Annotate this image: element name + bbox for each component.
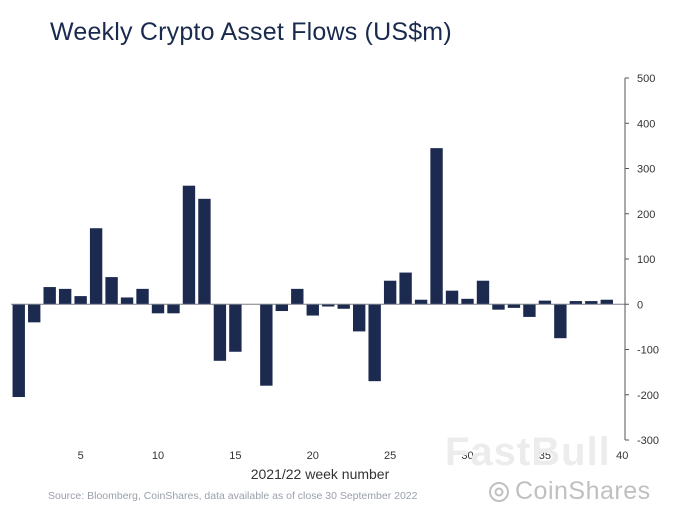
bar-week-33 [507, 304, 521, 308]
bar-week-18 [275, 304, 288, 312]
bar-week-6 [89, 228, 103, 305]
x-axis: 5 10 15 20 25 30 35 40 [78, 450, 629, 462]
y-tick-label: 0 [637, 299, 643, 311]
bar-week-29 [445, 290, 459, 305]
bar-week-7 [105, 277, 118, 305]
bar-week-25 [383, 280, 397, 305]
x-tick-label: 25 [384, 450, 396, 462]
bar-week-22 [337, 304, 350, 309]
bar-week-27 [414, 299, 428, 305]
bar-week-32 [492, 304, 505, 310]
bar-week-26 [399, 272, 412, 305]
y-tick-label: 200 [637, 209, 655, 221]
source-note: Source: Bloomberg, CoinShares, data avai… [48, 490, 418, 502]
bar-week-20 [306, 304, 319, 316]
bar-week-38 [585, 301, 598, 305]
y-tick-label: 400 [637, 118, 655, 130]
x-tick-label: 30 [461, 450, 473, 462]
bar-week-24 [368, 304, 381, 382]
y-tick-label: 300 [637, 164, 655, 176]
chart-title: Weekly Crypto Asset Flows (US$m) [50, 18, 452, 46]
coinshares-logo-icon [489, 481, 509, 502]
x-tick-label: 5 [78, 450, 84, 462]
y-tick-label: -100 [637, 345, 659, 357]
bars-group [12, 148, 613, 398]
bar-week-28 [430, 148, 443, 305]
y-tick-label: 500 [637, 73, 655, 85]
bar-week-2 [28, 304, 41, 323]
watermark: FastBull [445, 430, 611, 474]
y-tick-label: -300 [637, 435, 659, 447]
bar-week-23 [353, 304, 366, 332]
y-tick-label: -200 [637, 390, 659, 402]
bar-week-30 [461, 298, 474, 305]
bar-week-19 [291, 288, 304, 305]
bar-week-8 [120, 297, 134, 305]
bar-week-4 [58, 288, 72, 305]
bar-week-11 [167, 304, 180, 314]
y-axis: 500 400 300 200 100 0 -100 -200 -300 [624, 73, 659, 447]
bar-week-9 [136, 288, 149, 305]
bar-week-39 [600, 299, 613, 305]
bar-week-10 [151, 304, 165, 314]
bar-week-12 [182, 185, 196, 305]
x-tick-label: 40 [616, 450, 628, 462]
bar-week-36 [554, 304, 567, 339]
bar-week-37 [569, 301, 583, 305]
y-tick-label: 100 [637, 254, 655, 266]
bar-week-34 [523, 304, 536, 317]
x-tick-label: 35 [539, 450, 551, 462]
bar-week-31 [476, 280, 490, 305]
bar-week-13 [198, 198, 211, 305]
x-axis-label: 2021/22 week number [251, 466, 390, 482]
bar-week-21 [322, 304, 335, 307]
bar-week-1 [12, 304, 25, 398]
bar-week-17 [260, 304, 273, 386]
x-tick-label: 15 [229, 450, 241, 462]
bar-week-14 [213, 304, 227, 361]
x-tick-label: 10 [152, 450, 164, 462]
x-tick-label: 20 [307, 450, 319, 462]
bar-week-3 [43, 287, 56, 305]
brand-logo: CoinShares [487, 477, 651, 506]
brand-name: CoinShares [515, 477, 651, 505]
bar-week-35 [538, 300, 552, 305]
bar-week-15 [229, 304, 242, 352]
bar-week-5 [74, 296, 87, 305]
